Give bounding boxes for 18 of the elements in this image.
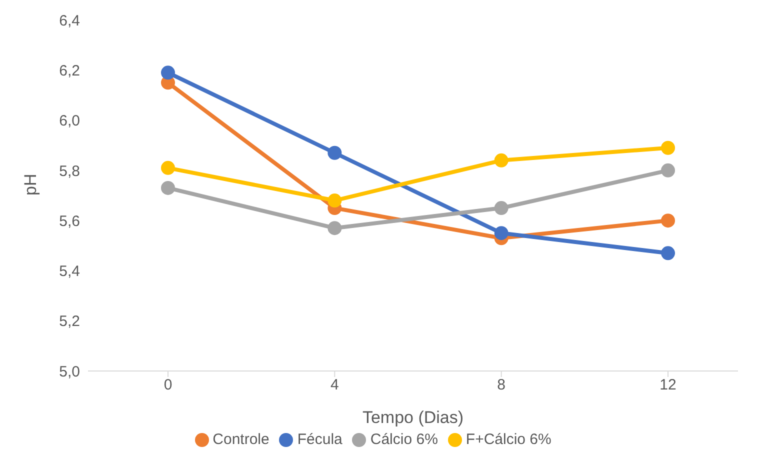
legend-label: Controle (212, 431, 270, 448)
y-tick-label: 5,0 (59, 363, 80, 380)
y-axis-title: pH (21, 174, 40, 196)
legend-label: F+Cálcio 6% (466, 431, 552, 448)
x-tick-label: 4 (330, 376, 339, 394)
y-tick-label: 6,4 (59, 12, 80, 30)
x-tick-label: 0 (164, 376, 172, 394)
x-tick-label: 12 (660, 376, 676, 394)
x-tick-label: 8 (497, 376, 506, 394)
x-axis-title: Tempo (Dias) (362, 408, 464, 427)
y-tick-label: 6,0 (59, 112, 80, 130)
y-tick-label: 6,2 (59, 62, 80, 80)
y-tick-label: 5,2 (59, 313, 80, 330)
y-tick-label: 5,8 (59, 162, 80, 180)
legend-label: Fécula (297, 431, 342, 448)
y-tick-label: 5,6 (59, 212, 80, 230)
legend-label: Cálcio 6% (370, 431, 438, 448)
y-tick-label: 5,4 (59, 263, 80, 280)
